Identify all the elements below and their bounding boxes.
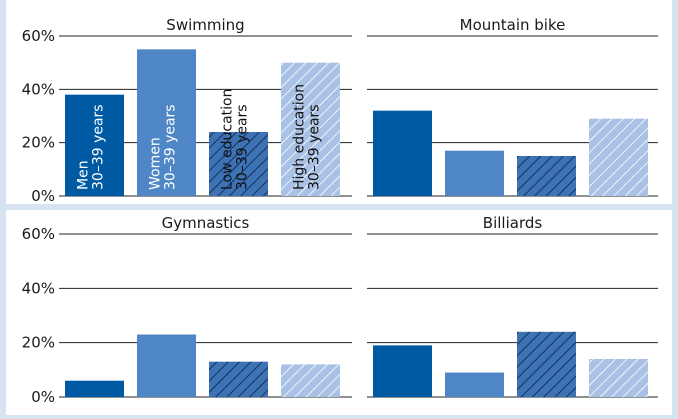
chart-row-bottom: 0% 20% 40% 60% Gymnastics Billiards — [6, 210, 672, 415]
chart-row-top-svg: 0% 20% 40% 60% Swimming Men30–39 years Women30… — [22, 16, 658, 204]
y-tick-label: 20% — [22, 334, 55, 352]
y-tick-label: 60% — [22, 225, 55, 243]
panel-title: Gymnastics — [162, 214, 250, 232]
bar-women-30-39-years — [137, 334, 196, 397]
bar-label: Women30–39 years — [148, 104, 179, 190]
bar-women-30-39-years — [137, 49, 196, 197]
bar-low-education-30-39-years — [209, 132, 268, 196]
bar-label: Low education30–39 years — [220, 89, 251, 191]
panel-swimming: 0% 20% 40% 60% Swimming Men30–39 years Women30… — [22, 16, 352, 204]
panel-title: Billiards — [483, 214, 543, 232]
y-tick-label: 0% — [31, 187, 55, 204]
bar-high-education-30-39-years — [281, 364, 340, 397]
bar-men-30-39-years — [65, 94, 124, 196]
bar-men-30-39-years — [373, 110, 432, 196]
panel-title: Mountain bike — [460, 16, 566, 34]
bar-high-education-30-39-years — [589, 358, 648, 397]
bar-label: High education30–39 years — [292, 84, 323, 190]
chart-row-bottom-svg: 0% 20% 40% 60% Gymnastics Billiards — [22, 214, 658, 406]
bar-women-30-39-years — [445, 372, 504, 397]
bar-low-education-30-39-years — [517, 156, 576, 196]
panel-title: Swimming — [166, 16, 244, 34]
chart-row-top: 0% 20% 40% 60% Swimming Men30–39 years Women30… — [6, 0, 672, 204]
bar-high-education-30-39-years — [589, 118, 648, 196]
bar-men-30-39-years — [373, 345, 432, 397]
panel-mountain-bike: Mountain bike — [367, 16, 658, 197]
y-tick-label: 20% — [22, 134, 55, 152]
bar-label: Men30–39 years — [76, 104, 107, 190]
bar-women-30-39-years — [445, 150, 504, 196]
y-tick-label: 0% — [31, 388, 55, 406]
bar-low-education-30-39-years — [209, 361, 268, 397]
bar-men-30-39-years — [65, 380, 124, 397]
bar-high-education-30-39-years — [281, 62, 340, 196]
y-tick-label: 60% — [22, 27, 55, 45]
panel-gymnastics: 0% 20% 40% 60% Gymnastics — [22, 214, 352, 406]
y-tick-label: 40% — [22, 279, 55, 297]
panel-billiards: Billiards — [367, 214, 658, 398]
bar-low-education-30-39-years — [517, 331, 576, 397]
y-tick-label: 40% — [22, 80, 55, 98]
